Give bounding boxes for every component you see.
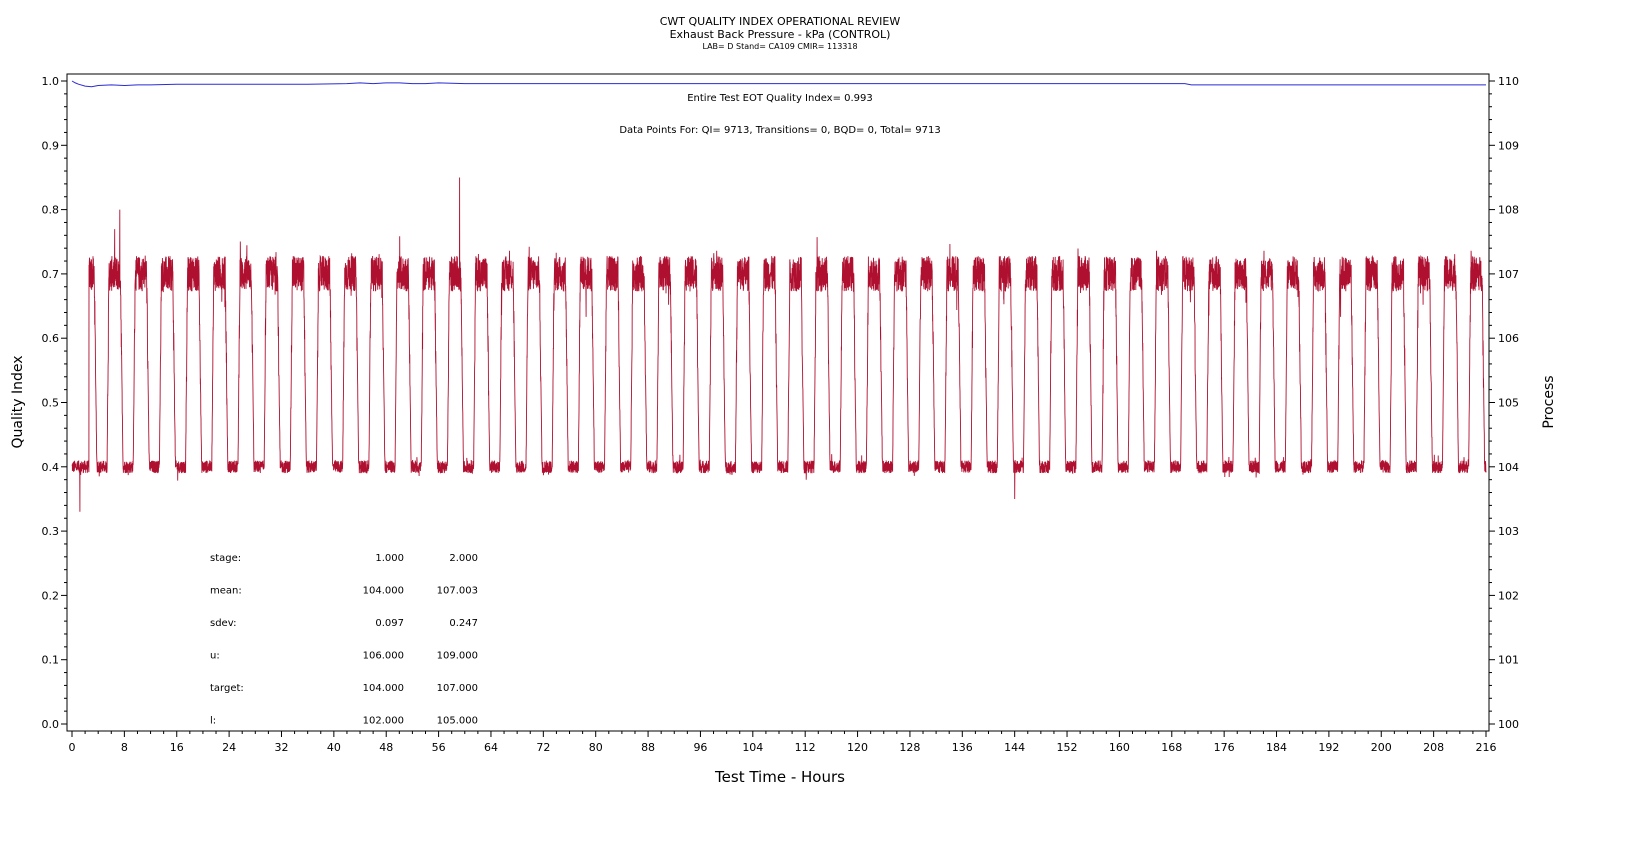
stats-row-value-stage1: 106.000 [363, 651, 404, 662]
series-layer [71, 80, 1487, 512]
x-tick-label: 80 [589, 741, 603, 754]
x-tick-label: 16 [170, 741, 184, 754]
y-right-tick-label: 110 [1498, 75, 1519, 88]
x-tick-label: 64 [484, 741, 498, 754]
x-tick-label: 120 [847, 741, 868, 754]
y-left-tick-label: 0.0 [42, 718, 60, 731]
stats-row-value-stage2: 107.000 [437, 683, 478, 694]
x-tick-label: 8 [121, 741, 128, 754]
stats-row-value-stage2: 2.000 [449, 553, 478, 564]
stats-row-value-stage1: 104.000 [363, 586, 404, 597]
x-tick-label: 112 [795, 741, 816, 754]
x-tick-label: 104 [742, 741, 763, 754]
quality-index-series-line [71, 80, 1486, 88]
x-tick-label: 96 [693, 741, 707, 754]
x-tick-label: 168 [1161, 741, 1182, 754]
x-tick-label: 32 [274, 741, 288, 754]
y-left-tick-label: 0.9 [42, 139, 60, 152]
chart-title: CWT QUALITY INDEX OPERATIONAL REVIEW [660, 15, 901, 28]
y-right-tick-label: 107 [1498, 268, 1519, 281]
stats-row-value-stage1: 102.000 [363, 716, 404, 727]
stats-row-value-stage1: 104.000 [363, 683, 404, 694]
y-right-tick-label: 101 [1498, 654, 1519, 667]
plot-frame [66, 73, 1490, 732]
x-tick-label: 208 [1423, 741, 1444, 754]
y-left-tick-label: 0.6 [42, 332, 60, 345]
y-axis-right: 100 101 102 103 104 105 106 107 108 109 110 [1489, 75, 1519, 731]
x-tick-label: 136 [952, 741, 973, 754]
stats-row-label: mean: [210, 586, 242, 597]
x-tick-label: 192 [1318, 741, 1339, 754]
y-left-tick-label: 0.3 [42, 525, 60, 538]
y-right-tick-label: 105 [1498, 397, 1519, 410]
y-axis-right-title: Process [1541, 375, 1557, 428]
y-right-tick-label: 100 [1498, 718, 1519, 731]
y-left-tick-label: 0.1 [42, 654, 60, 667]
y-left-tick-label: 0.4 [42, 461, 60, 474]
stats-row-value-stage2: 0.247 [449, 618, 478, 629]
x-tick-label: 200 [1371, 741, 1392, 754]
x-tick-label: 56 [432, 741, 446, 754]
x-tick-label: 152 [1057, 741, 1078, 754]
x-tick-label: 88 [641, 741, 655, 754]
y-left-tick-label: 0.7 [42, 268, 60, 281]
x-tick-label: 128 [899, 741, 920, 754]
stats-row-value-stage1: 1.000 [375, 553, 404, 564]
stats-row-value-stage2: 105.000 [437, 716, 478, 727]
chart-subtitle: Exhaust Back Pressure - kPa (CONTROL) [670, 28, 891, 41]
y-right-tick-label: 106 [1498, 332, 1519, 345]
x-tick-label: 24 [222, 741, 236, 754]
x-tick-label: 176 [1214, 741, 1235, 754]
stats-row-label: stage: [210, 553, 241, 564]
x-tick-label: 160 [1109, 741, 1130, 754]
x-tick-label: 144 [1004, 741, 1025, 754]
y-right-tick-label: 103 [1498, 525, 1519, 538]
y-right-tick-label: 102 [1498, 589, 1519, 602]
eot-quality-index-annotation: Entire Test EOT Quality Index= 0.993 [687, 93, 873, 104]
stats-table: stage: 1.000 2.000 mean: 104.000 107.003 sdev:… [210, 553, 478, 727]
y-axis-left: 0.0 0.1 0.2 0.3 0.4 0.5 0.6 0.7 0.8 0.9 1.0 [42, 75, 67, 731]
y-left-tick-label: 0.8 [42, 204, 60, 217]
y-axis-left-title: Quality Index [10, 355, 26, 448]
data-points-annotation: Data Points For: QI= 9713, Transitions= … [619, 125, 940, 136]
x-tick-label: 48 [379, 741, 393, 754]
x-tick-label: 184 [1266, 741, 1287, 754]
x-tick-label: 216 [1476, 741, 1497, 754]
y-right-tick-label: 108 [1498, 204, 1519, 217]
process-series-line [71, 177, 1487, 512]
x-axis-title: Test Time - Hours [714, 768, 845, 786]
stats-row-value-stage2: 107.003 [437, 586, 478, 597]
stats-row-label: target: [210, 683, 244, 694]
x-axis: 0 8 16 24 32 40 48 56 64 72 80 88 96 104 112 120 128 136 1… [69, 731, 1497, 754]
stats-row-label: u: [210, 651, 220, 662]
y-left-tick-label: 0.2 [42, 589, 60, 602]
y-left-tick-label: 0.5 [42, 397, 60, 410]
stats-row-label: sdev: [210, 618, 236, 629]
y-right-tick-label: 104 [1498, 461, 1519, 474]
stats-row-label: l: [210, 716, 216, 727]
y-right-tick-label: 109 [1498, 139, 1519, 152]
stats-row-value-stage2: 109.000 [437, 651, 478, 662]
y-left-tick-label: 1.0 [42, 75, 60, 88]
x-tick-label: 72 [536, 741, 550, 754]
chart-subtitle-2: LAB= D Stand= CA109 CMIR= 113318 [702, 42, 857, 51]
x-tick-label: 40 [327, 741, 341, 754]
x-tick-label: 0 [69, 741, 76, 754]
stats-row-value-stage1: 0.097 [375, 618, 404, 629]
